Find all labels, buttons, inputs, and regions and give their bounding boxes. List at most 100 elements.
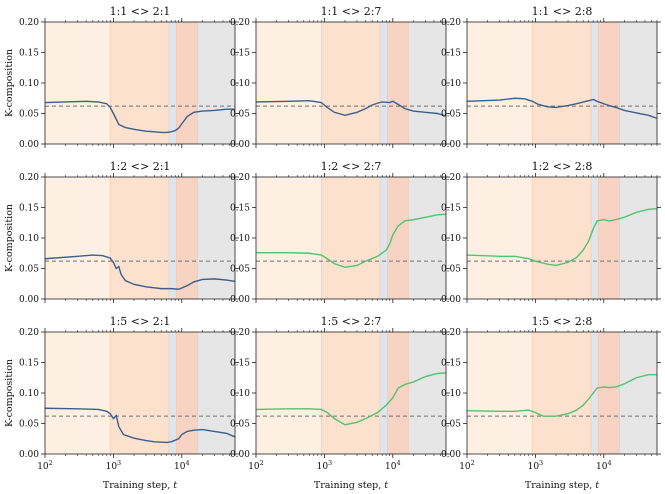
panel-7: 1:5 <> 2:1 102 103 104 0.00 0.05 0.10 0.15 0.20 K… xyxy=(4,315,239,491)
phase-region-1 xyxy=(45,22,111,144)
series-line xyxy=(256,372,446,426)
panel-6: 1:2 <> 2:8 0.00 0.05 0.10 0.15 0.20 xyxy=(441,160,661,305)
phase-region-5 xyxy=(408,332,446,454)
panel-title: 1:2 <> 2:8 xyxy=(532,160,593,173)
phase-region-5 xyxy=(408,177,446,299)
y-tick-label: 0.10 xyxy=(441,79,461,89)
phase-region-4 xyxy=(598,22,620,144)
phase-region-3 xyxy=(168,332,177,454)
panel-title: 1:1 <> 2:7 xyxy=(321,5,382,18)
y-tick-label: 0.15 xyxy=(441,204,461,214)
y-tick-label: 0.20 xyxy=(441,173,461,183)
series-line xyxy=(467,374,657,417)
y-axis-label: K-composition xyxy=(4,49,15,117)
y-tick-label: 0.05 xyxy=(230,265,250,275)
phase-region-4 xyxy=(387,332,409,454)
phase-region-1 xyxy=(467,22,533,144)
panel-title: 1:5 <> 2:8 xyxy=(532,315,593,328)
y-tick-label: 0.00 xyxy=(19,450,39,460)
phase-region-1 xyxy=(256,332,322,454)
phase-region-2 xyxy=(532,332,591,454)
y-tick-label: 0.15 xyxy=(441,359,461,369)
y-tick-label: 0.05 xyxy=(441,420,461,430)
y-tick-label: 0.00 xyxy=(441,450,461,460)
phase-region-3 xyxy=(590,22,599,144)
panel-8: 1:5 <> 2:7 102 103 104 0.00 0.05 0.10 0.15 0.20 T… xyxy=(230,315,450,491)
phase-region-3 xyxy=(379,332,388,454)
phase-region-1 xyxy=(467,177,533,299)
y-tick-label: 0.15 xyxy=(441,49,461,59)
y-tick-label: 0.20 xyxy=(230,173,250,183)
y-tick-label: 0.15 xyxy=(230,49,250,59)
y-tick-label: 0.00 xyxy=(19,295,39,305)
phase-region-3 xyxy=(590,177,599,299)
panel-title: 1:2 <> 2:7 xyxy=(321,160,382,173)
series-line xyxy=(45,100,235,134)
phase-region-5 xyxy=(619,22,657,144)
x-tick-label: 103 xyxy=(106,459,122,472)
panel-5: 1:2 <> 2:7 0.00 0.05 0.10 0.15 0.20 xyxy=(230,160,450,305)
y-tick-label: 0.15 xyxy=(19,49,39,59)
x-tick-label: 102 xyxy=(37,459,53,472)
x-tick-label: 104 xyxy=(385,459,401,472)
phase-region-2 xyxy=(321,177,380,299)
panel-9: 1:5 <> 2:8 102 103 104 0.00 0.05 0.10 0.15 0.20 T… xyxy=(441,315,661,491)
series-line xyxy=(45,407,235,444)
phase-region-4 xyxy=(176,332,198,454)
panel-3: 1:1 <> 2:8 0.00 0.05 0.10 0.15 0.20 xyxy=(441,5,661,150)
y-tick-label: 0.15 xyxy=(19,204,39,214)
y-tick-label: 0.10 xyxy=(441,389,461,399)
y-tick-label: 0.05 xyxy=(19,420,39,430)
y-tick-label: 0.10 xyxy=(230,234,250,244)
phase-region-3 xyxy=(590,332,599,454)
series-line xyxy=(467,97,657,120)
y-tick-label: 0.10 xyxy=(19,79,39,89)
phase-region-4 xyxy=(387,177,409,299)
y-tick-label: 0.00 xyxy=(230,140,250,150)
y-tick-label: 0.00 xyxy=(230,450,250,460)
phase-region-5 xyxy=(408,22,446,144)
phase-region-2 xyxy=(321,332,380,454)
panel-1: 1:1 <> 2:1 0.00 0.05 0.10 0.15 0.20 K-composit… xyxy=(4,5,239,150)
y-tick-label: 0.15 xyxy=(230,204,250,214)
y-tick-label: 0.15 xyxy=(19,359,39,369)
phase-region-1 xyxy=(256,177,322,299)
phase-region-4 xyxy=(387,22,409,144)
y-tick-label: 0.05 xyxy=(230,110,250,120)
phase-region-1 xyxy=(45,177,111,299)
phase-region-4 xyxy=(176,22,198,144)
x-axis-label: Training step, t xyxy=(103,480,177,491)
x-tick-label: 102 xyxy=(459,459,475,472)
x-tick-label: 104 xyxy=(174,459,190,472)
panel-title: 1:5 <> 2:7 xyxy=(321,315,382,328)
series-line xyxy=(256,213,446,268)
panel-title: 1:1 <> 2:8 xyxy=(532,5,593,18)
phase-region-3 xyxy=(168,22,177,144)
y-tick-label: 0.20 xyxy=(19,328,39,338)
y-tick-label: 0.10 xyxy=(230,79,250,89)
phase-region-4 xyxy=(598,332,620,454)
x-axis-label: Training step, t xyxy=(314,480,388,491)
y-tick-label: 0.10 xyxy=(19,389,39,399)
y-axis-label: K-composition xyxy=(4,359,15,427)
y-tick-label: 0.10 xyxy=(19,234,39,244)
y-tick-label: 0.20 xyxy=(441,18,461,28)
phase-region-2 xyxy=(110,332,169,454)
panel-title: 1:5 <> 2:1 xyxy=(110,315,171,328)
x-tick-label: 103 xyxy=(317,459,333,472)
phase-region-2 xyxy=(532,22,591,144)
y-axis-label: K-composition xyxy=(4,204,15,272)
phase-region-5 xyxy=(619,177,657,299)
y-tick-label: 0.00 xyxy=(441,295,461,305)
series-line xyxy=(467,208,657,267)
y-tick-label: 0.10 xyxy=(230,389,250,399)
phase-region-1 xyxy=(45,332,111,454)
y-tick-label: 0.05 xyxy=(230,420,250,430)
y-tick-label: 0.05 xyxy=(19,265,39,275)
y-tick-label: 0.20 xyxy=(441,328,461,338)
phase-region-1 xyxy=(467,332,533,454)
phase-region-5 xyxy=(197,22,235,144)
x-tick-label: 103 xyxy=(528,459,544,472)
y-tick-label: 0.15 xyxy=(230,359,250,369)
